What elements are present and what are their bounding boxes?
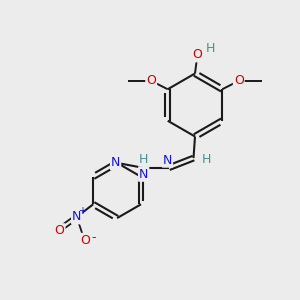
Text: O: O xyxy=(80,234,90,247)
Text: O: O xyxy=(193,48,202,62)
Text: N: N xyxy=(163,154,172,167)
Text: O: O xyxy=(146,74,156,87)
Text: -: - xyxy=(92,231,96,244)
Text: N: N xyxy=(72,210,81,224)
Text: N: N xyxy=(139,168,148,181)
Text: O: O xyxy=(234,74,244,87)
Text: H: H xyxy=(201,153,211,166)
Text: N: N xyxy=(111,156,120,170)
Text: O: O xyxy=(55,224,64,237)
Text: H: H xyxy=(205,42,215,55)
Text: H: H xyxy=(139,153,148,166)
Text: +: + xyxy=(78,206,86,217)
